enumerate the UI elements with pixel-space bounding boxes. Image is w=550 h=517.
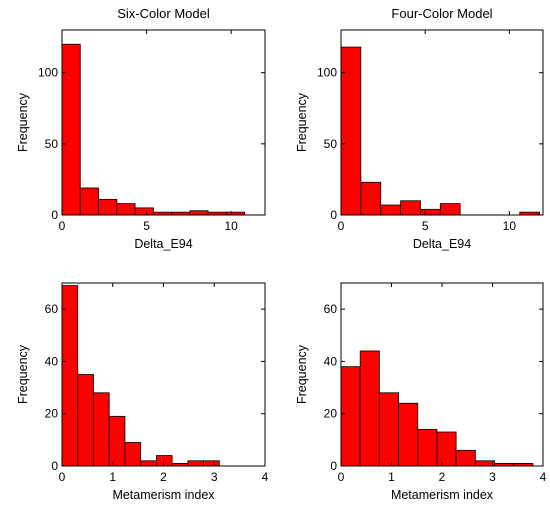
x-tick-label: 0 [59, 470, 66, 484]
y-tick-label: 0 [330, 208, 337, 222]
y-tick-label: 40 [45, 354, 59, 368]
histogram-bar [436, 431, 457, 467]
chart-title: Four-Color Model [391, 6, 492, 21]
x-tick-label: 0 [338, 219, 345, 233]
y-axis-label: Frequency [16, 344, 30, 404]
histogram-bar [400, 200, 421, 216]
y-tick-label: 100 [38, 66, 58, 80]
y-tick-label: 20 [324, 407, 338, 421]
y-tick-label: 100 [317, 66, 337, 80]
y-tick-label: 0 [51, 459, 58, 473]
x-tick-label: 2 [160, 470, 167, 484]
x-tick-label: 1 [388, 470, 395, 484]
y-tick-label: 50 [45, 137, 59, 151]
y-tick-label: 0 [51, 208, 58, 222]
x-tick-label: 10 [224, 219, 238, 233]
histogram-bar [140, 460, 157, 467]
histogram-bar [187, 460, 204, 467]
axes-box [340, 29, 544, 216]
y-axis-label: Frequency [16, 92, 30, 152]
x-tick-label: 0 [59, 219, 66, 233]
histogram-bar [439, 203, 461, 216]
histogram-bar [378, 392, 399, 467]
x-tick-label: 0 [338, 470, 345, 484]
y-tick-label: 60 [45, 302, 59, 316]
histogram-bar [77, 374, 94, 467]
x-tick-label: 3 [489, 470, 496, 484]
histogram-bar [359, 350, 380, 467]
x-axis-label: Delta_E94 [413, 237, 471, 251]
x-tick-label: 1 [109, 470, 116, 484]
x-tick-label: 4 [262, 470, 269, 484]
y-tick-label: 0 [330, 459, 337, 473]
histogram-bar [380, 204, 401, 216]
x-axis-label: Metamerism index [391, 488, 494, 502]
histogram-bar [474, 460, 495, 467]
x-axis-label: Metamerism index [112, 488, 215, 502]
histogram-bar [108, 415, 126, 467]
histogram-bar [98, 198, 118, 216]
x-tick-label: 4 [540, 470, 547, 484]
y-tick-label: 60 [324, 302, 338, 316]
histogram-bar [134, 207, 154, 216]
histogram-bar [455, 449, 476, 467]
x-tick-label: 3 [211, 470, 218, 484]
histogram-bar [116, 203, 136, 216]
y-tick-label: 20 [45, 407, 59, 421]
histogram-bar [420, 208, 441, 216]
chart-title: Six-Color Model [117, 6, 210, 21]
x-tick-label: 2 [439, 470, 446, 484]
histogram-bar [155, 455, 173, 467]
histogram-bar [61, 43, 81, 216]
x-axis-label: Delta_E94 [134, 237, 192, 251]
x-tick-label: 10 [503, 219, 517, 233]
histogram-bar [417, 428, 438, 467]
axes-box [61, 29, 266, 216]
x-tick-label: 5 [422, 219, 429, 233]
histogram-bar [79, 187, 99, 216]
histogram-bar [124, 442, 142, 467]
histogram-bar [189, 210, 209, 216]
histogram-bar [61, 285, 79, 467]
histogram-bar [340, 366, 361, 467]
histogram-bar [93, 392, 110, 467]
y-axis-label: Frequency [295, 92, 309, 152]
histogram-bar [203, 460, 220, 467]
x-tick-label: 5 [143, 219, 150, 233]
y-axis-label: Frequency [295, 344, 309, 404]
histogram-bar [360, 181, 382, 216]
y-tick-label: 50 [324, 137, 338, 151]
histogram-bar [398, 402, 419, 467]
y-tick-label: 40 [324, 354, 338, 368]
